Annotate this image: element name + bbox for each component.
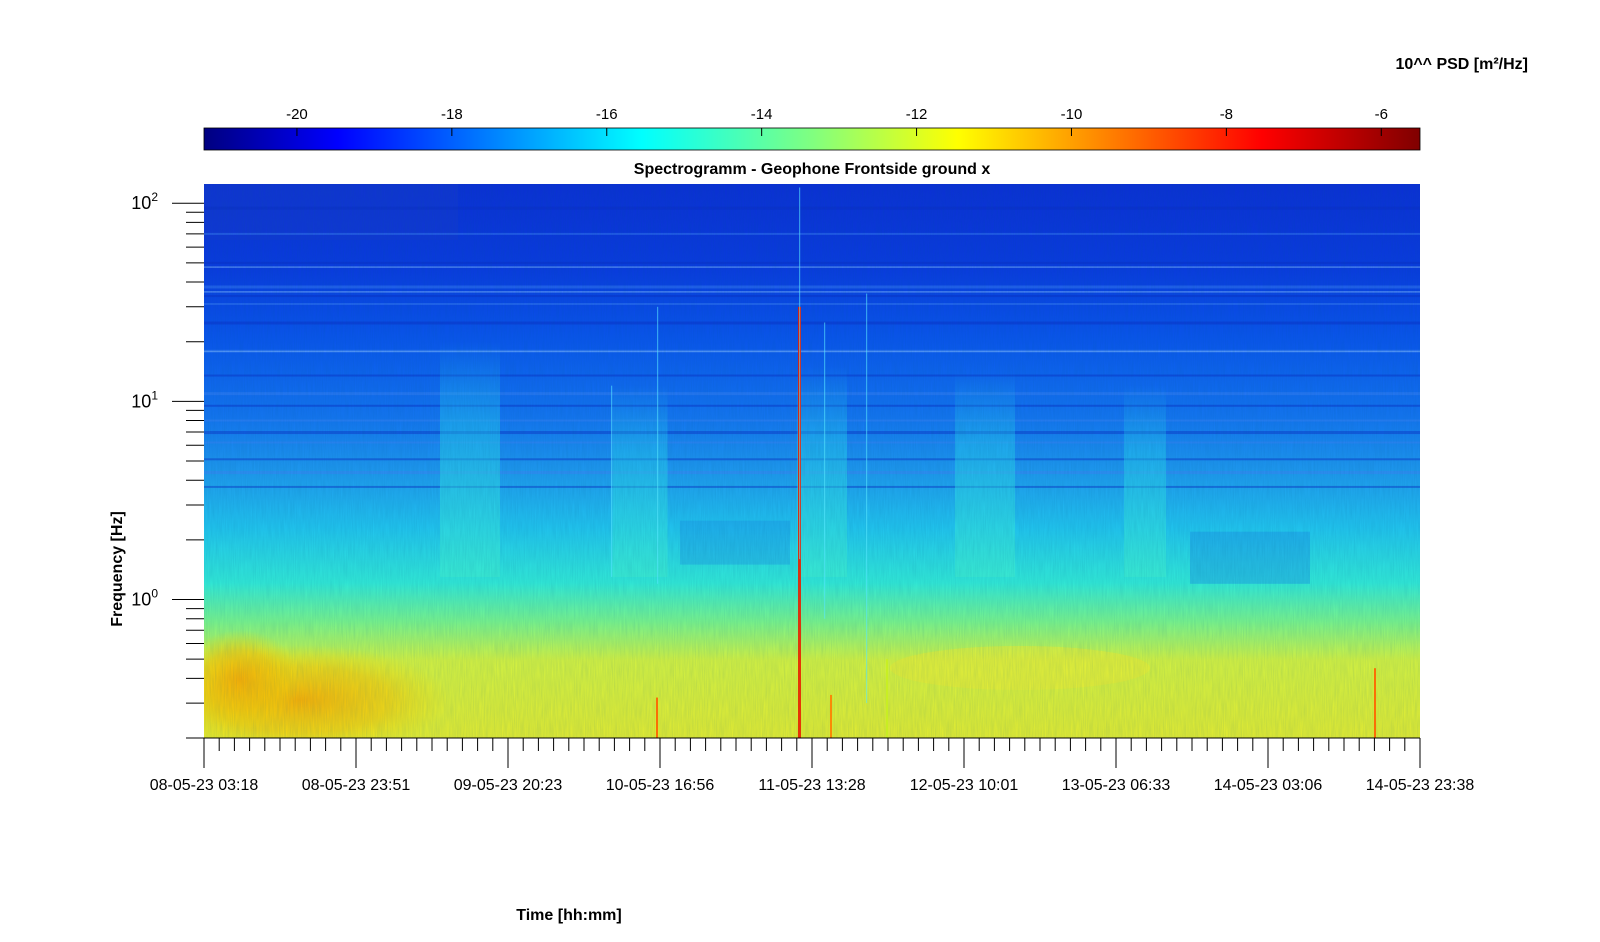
x-tick-label: 12-05-23 10:01: [910, 777, 1019, 794]
colorbar-tick-label: -16: [596, 106, 618, 123]
x-tick-label: 09-05-23 20:23: [454, 777, 563, 794]
x-tick-label: 08-05-23 03:18: [150, 777, 259, 794]
colorbar: -20 -18 -16 -14 -12 -10 -8 -6 10^^ PSD [m²/Hz]: [203, 56, 1528, 151]
y-axis: 102 101 100: [131, 190, 204, 739]
chart-title: Spectrogramm - Geophone Frontside ground…: [634, 161, 991, 178]
colorbar-tick-label: -8: [1220, 106, 1233, 123]
y-tick-label: 100: [131, 587, 158, 610]
spectrogram-image: [204, 184, 1420, 738]
colorbar-tick-label: -18: [441, 106, 463, 123]
y-axis-label: Frequency [Hz]: [109, 511, 126, 627]
x-axis: 08-05-23 03:18 08-05-23 23:51 09-05-23 20:…: [150, 737, 1475, 794]
colorbar-tick-label: -12: [906, 106, 928, 123]
x-axis-label: Time [hh:mm]: [516, 907, 621, 924]
colorbar-tick-label: -20: [286, 106, 308, 123]
colorbar-label: 10^^ PSD [m²/Hz]: [1396, 56, 1528, 73]
x-tick-label: 10-05-23 16:56: [606, 777, 715, 794]
y-tick-label: 102: [131, 190, 158, 213]
colorbar-tick-label: -14: [751, 106, 773, 123]
colorbar-tick-label: -10: [1061, 106, 1083, 123]
colorbar-tick-label: -6: [1375, 106, 1388, 123]
x-tick-label: 14-05-23 03:06: [1214, 777, 1323, 794]
x-tick-label: 11-05-23 13:28: [758, 777, 865, 794]
x-tick-label: 13-05-23 06:33: [1062, 777, 1171, 794]
y-tick-label: 101: [131, 388, 158, 411]
colorbar-ticks: -20 -18 -16 -14 -12 -10 -8 -6: [286, 106, 1388, 136]
x-tick-label: 14-05-23 23:38: [1366, 777, 1475, 794]
colorbar-gradient: [203, 127, 1421, 151]
x-tick-label: 08-05-23 23:51: [302, 777, 411, 794]
